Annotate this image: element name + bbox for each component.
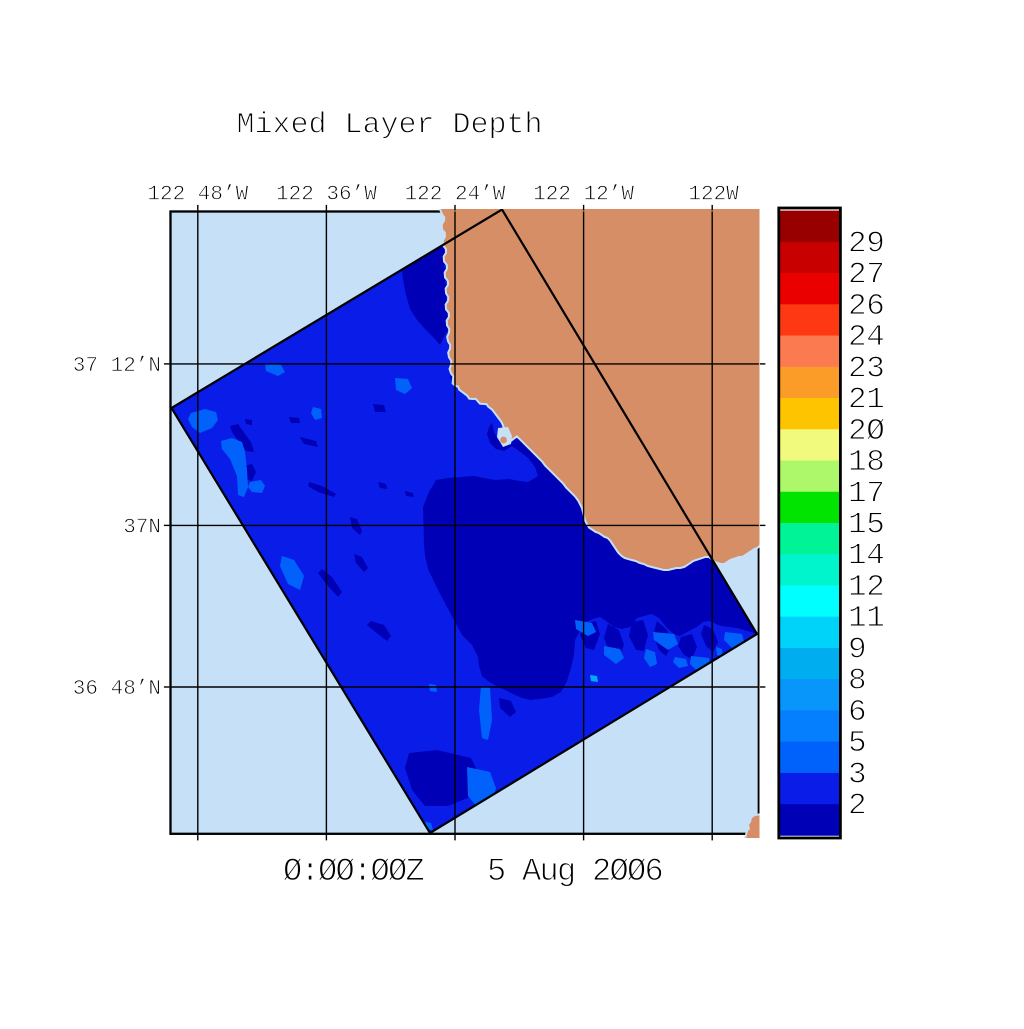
svg-text:15: 15 [848,508,884,543]
svg-text:5 Aug 2ØØ6: 5 Aug 2ØØ6 [487,853,663,890]
svg-text:27: 27 [848,258,884,293]
svg-text:2: 2 [848,789,866,824]
svg-text:11: 11 [848,601,884,636]
svg-text:Ø:ØØ:ØØZ: Ø:ØØ:ØØZ [283,853,425,890]
svg-text:5: 5 [848,726,866,761]
svg-text:29: 29 [848,226,884,261]
svg-text:122 36’W: 122 36’W [276,184,377,207]
svg-text:2Ø: 2Ø [848,414,884,449]
svg-text:17: 17 [848,476,884,511]
svg-text:23: 23 [848,351,884,386]
svg-text:122W: 122W [688,184,739,207]
svg-text:36 48’N: 36 48’N [73,678,161,701]
svg-text:37 12’N: 37 12’N [73,355,161,378]
svg-text:122 48’W: 122 48’W [147,184,248,207]
svg-text:14: 14 [848,539,884,574]
svg-text:8: 8 [848,664,866,699]
svg-text:Mixed Layer Depth: Mixed Layer Depth [237,109,543,143]
svg-text:3: 3 [848,757,866,792]
svg-text:122 12’W: 122 12’W [533,184,634,207]
svg-text:122 24’W: 122 24’W [405,184,506,207]
svg-text:26: 26 [848,289,884,324]
svg-text:37N: 37N [123,516,161,539]
svg-text:24: 24 [848,320,884,355]
svg-text:12: 12 [848,570,884,605]
svg-text:9: 9 [848,633,866,668]
svg-text:18: 18 [848,445,884,480]
svg-text:6: 6 [848,695,866,730]
svg-text:21: 21 [848,383,884,418]
